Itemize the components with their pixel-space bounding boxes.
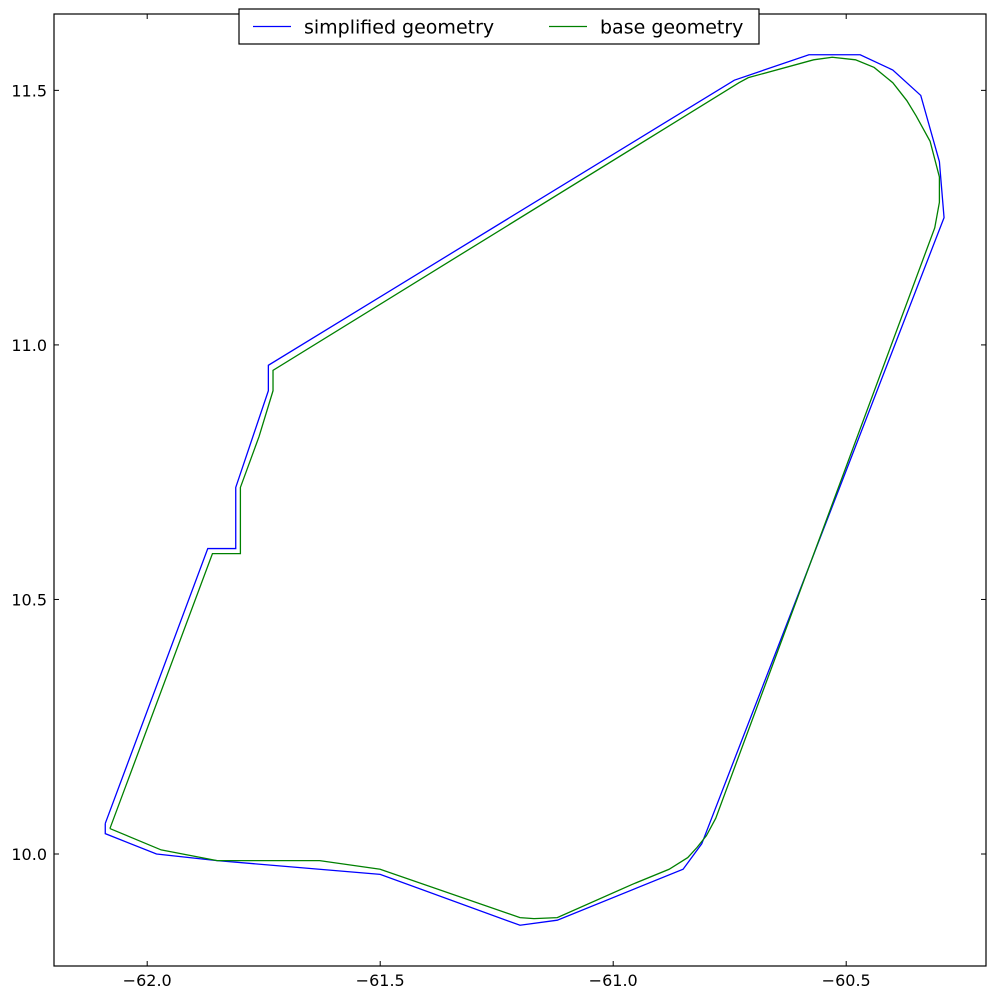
y-tick-label: 10.0: [11, 845, 47, 864]
legend-label-base-geometry: base geometry: [600, 17, 743, 39]
plot-area: −62.0 −61.5 −61.0 −60.5 10.0 10.5 11.0 11.5: [11, 13, 987, 990]
y-tick-label: 11.5: [11, 81, 47, 100]
series-layer: [104, 54, 945, 926]
ticks-layer: −62.0 −61.5 −61.0 −60.5 10.0 10.5 11.0 11.5: [11, 14, 986, 990]
x-tick-label: −62.0: [123, 971, 172, 990]
legend-label-simplified-geometry: simplified geometry: [304, 17, 494, 39]
series-line-base-geometry: [109, 56, 941, 920]
y-tick-label: 11.0: [11, 336, 47, 355]
y-tick-label: 10.5: [11, 590, 47, 609]
x-tick-label: −60.5: [822, 971, 871, 990]
series-line-simplified-geometry: [104, 54, 945, 926]
legend-box: [238, 8, 760, 45]
x-tick-label: −61.5: [356, 971, 405, 990]
legend: simplified geometry base geometry: [238, 8, 760, 45]
x-tick-label: −61.0: [589, 971, 638, 990]
